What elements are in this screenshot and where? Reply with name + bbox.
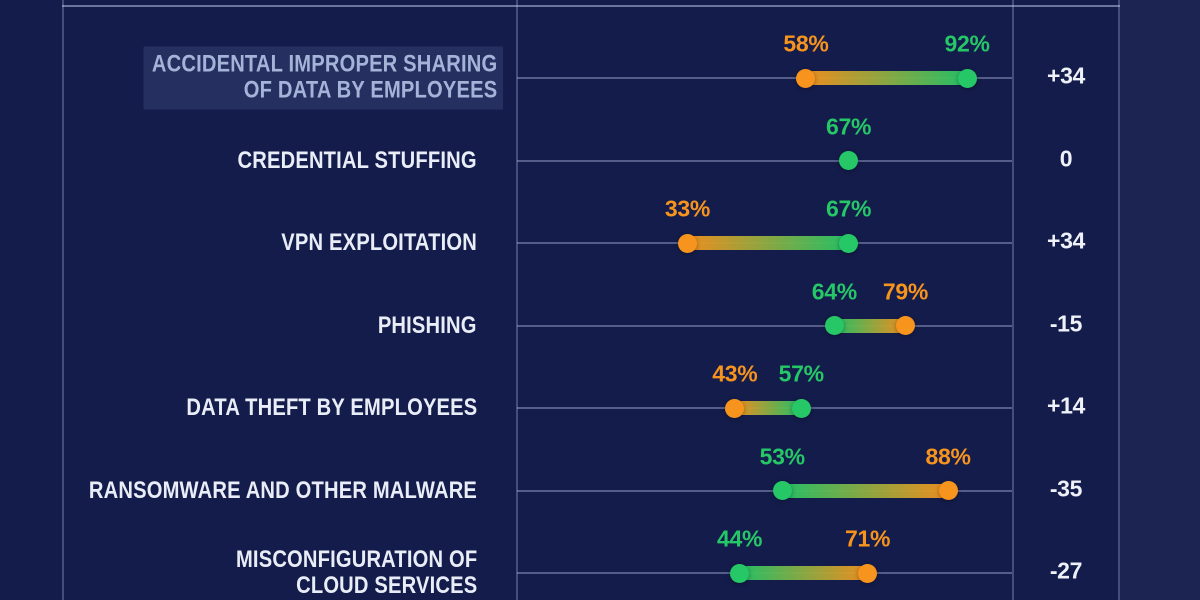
threat-label-text: ACCIDENTAL IMPROPER SHARING OF DATA BY EM… (143, 46, 503, 110)
orange-dot (938, 481, 958, 500)
threat-label: ACCIDENTAL IMPROPER SHARING OF DATA BY EM… (75, 46, 503, 110)
right-margin (1120, 0, 1200, 600)
green-dot (839, 233, 859, 253)
orange-dot (858, 563, 878, 583)
threat-label-text: PHISHING (378, 311, 477, 339)
orange-value-label: 33% (664, 195, 710, 222)
green-value-label: 92% (944, 30, 990, 57)
threat-label-text: DATA THEFT BY EMPLOYEES (186, 394, 477, 421)
dumbbell-bar (734, 401, 802, 415)
threat-label: PHISHING (359, 311, 477, 339)
orange-value-label: 79% (882, 278, 929, 304)
change-value: +34 (1046, 227, 1086, 254)
change-value: 0 (1059, 145, 1073, 171)
row-baseline (517, 324, 1012, 327)
green-dot (772, 481, 792, 500)
threat-label: MISCONFIGURATION OF CLOUD SERVICES (190, 547, 477, 599)
green-dot (730, 563, 750, 583)
orange-value-label: 71% (844, 525, 891, 552)
threat-label: VPN EXPLOITATION (244, 230, 477, 256)
change-value: +14 (1046, 392, 1086, 419)
dumbbell-bar (739, 566, 868, 580)
threat-label-text: CREDENTIAL STUFFING (237, 146, 477, 174)
green-value-label: 57% (778, 360, 824, 387)
green-dot (824, 316, 844, 335)
grid-vline-chart-change (1012, 0, 1014, 600)
row-baseline (517, 159, 1012, 162)
dumbbell-bar (834, 318, 906, 333)
change-value: -15 (1049, 310, 1083, 336)
change-value: -27 (1049, 557, 1083, 584)
threat-label-text: VPN EXPLOITATION (281, 229, 477, 256)
orange-dot (895, 316, 915, 335)
row-baseline (517, 489, 1012, 492)
threat-label: DATA THEFT BY EMPLOYEES (131, 395, 477, 421)
green-value-label: 64% (811, 278, 857, 304)
dumbbell-bar (687, 236, 849, 250)
orange-value-label: 58% (783, 30, 829, 57)
orange-value-label: 43% (712, 360, 758, 387)
grid-vline-left-margin (62, 0, 64, 600)
grid-hline-top (62, 5, 1120, 7)
threat-label: RANSOMWARE AND OTHER MALWARE (15, 476, 477, 504)
orange-dot (725, 398, 745, 418)
orange-dot (677, 233, 697, 253)
threat-label: CREDENTIAL STUFFING (192, 146, 477, 174)
threat-label-text: RANSOMWARE AND OTHER MALWARE (88, 476, 477, 504)
grid-vline-right-margin (1118, 0, 1120, 600)
dumbbell-bar (805, 71, 968, 85)
green-dot (791, 398, 811, 418)
dumbbell-bar (782, 483, 949, 498)
change-value: -35 (1049, 475, 1083, 501)
green-dot (957, 68, 977, 88)
green-dot (839, 151, 859, 170)
row-baseline (517, 77, 1012, 79)
change-value: +34 (1046, 62, 1086, 89)
orange-dot (796, 68, 816, 88)
green-value-label: 44% (716, 525, 763, 552)
threat-label-text: MISCONFIGURATION OF CLOUD SERVICES (235, 546, 477, 599)
green-value-label: 67% (826, 195, 872, 222)
green-value-label: 53% (759, 443, 805, 469)
grid-vline-label-chart (516, 0, 518, 600)
orange-value-label: 88% (925, 443, 971, 469)
green-value-label: 67% (826, 113, 872, 139)
